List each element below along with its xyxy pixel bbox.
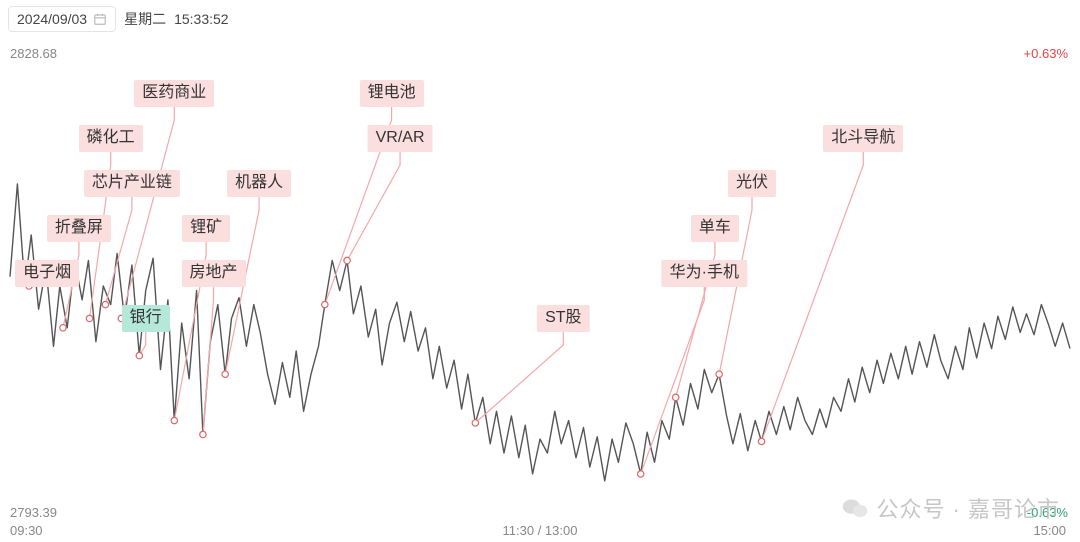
date-text: 2024/09/03 (17, 11, 87, 27)
sector-tag[interactable]: 北斗导航 (823, 125, 903, 152)
watermark: 公众号 · 嘉哥论市 (842, 492, 1060, 524)
y-axis-min: 2793.39 (10, 505, 57, 520)
sector-tag[interactable]: 芯片产业链 (84, 170, 180, 197)
sector-tag[interactable]: 华为·手机 (662, 260, 747, 287)
x-axis-end: 15:00 (1033, 523, 1066, 538)
sector-tag[interactable]: VR/AR (368, 125, 433, 152)
wechat-icon (842, 497, 868, 519)
sector-tag[interactable]: ST股 (537, 305, 589, 332)
sector-tag[interactable]: 房地产 (182, 260, 246, 287)
sector-tag[interactable]: 银行 (122, 305, 170, 332)
sector-tag[interactable]: 单车 (691, 215, 739, 242)
y-axis-max: 2828.68 (10, 46, 57, 61)
sector-tag[interactable]: 锂矿 (182, 215, 230, 242)
weekday-label: 星期二 (124, 9, 166, 29)
sector-tag[interactable]: 锂电池 (360, 80, 424, 107)
x-axis-start: 09:30 (10, 523, 43, 538)
sector-tag[interactable]: 机器人 (227, 170, 291, 197)
date-picker[interactable]: 2024/09/03 (8, 6, 116, 32)
calendar-icon (93, 12, 107, 26)
sector-tag[interactable]: 光伏 (728, 170, 776, 197)
x-axis-mid: 11:30 / 13:00 (503, 523, 578, 538)
sector-tag[interactable]: 磷化工 (79, 125, 143, 152)
chart-area: 2828.68 2793.39 +0.63% -0.63% 09:30 11:3… (0, 40, 1080, 542)
time-label: 15:33:52 (174, 11, 229, 27)
sector-tag[interactable]: 医药商业 (134, 80, 214, 107)
price-chart-svg (0, 40, 1080, 542)
sector-tag[interactable]: 折叠屏 (47, 215, 111, 242)
sector-tag[interactable]: 电子烟 (15, 260, 79, 287)
header-bar: 2024/09/03 星期二 15:33:52 (0, 0, 1080, 38)
watermark-text: 公众号 · 嘉哥论市 (876, 492, 1060, 524)
pct-top: +0.63% (1024, 46, 1068, 61)
